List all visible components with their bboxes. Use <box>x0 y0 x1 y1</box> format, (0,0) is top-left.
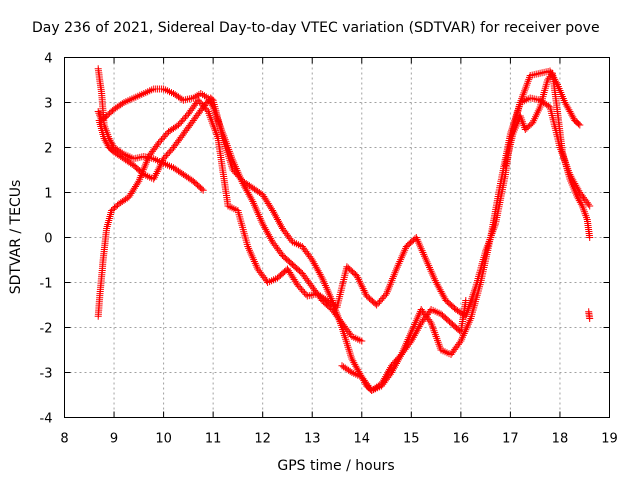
x-tick-label: 16 <box>453 432 470 447</box>
y-axis-title: SDTVAR / TECUs <box>8 180 24 295</box>
x-tick-label: 8 <box>60 432 68 447</box>
plot-frame <box>64 57 610 418</box>
y-tick-label: 3 <box>44 97 52 112</box>
y-tick-label: 1 <box>44 187 52 202</box>
chart-title: Day 236 of 2021, Sidereal Day-to-day VTE… <box>32 20 600 36</box>
y-tick-label: -1 <box>40 277 53 292</box>
x-tick-label: 17 <box>502 432 519 447</box>
x-tick-label: 9 <box>110 432 118 447</box>
series-track-f <box>502 69 594 241</box>
y-tick-label: 4 <box>44 52 52 67</box>
y-tick-label: 2 <box>44 142 52 157</box>
data-points <box>94 65 594 394</box>
marker-path <box>585 308 594 322</box>
x-axis-title: GPS time / hours <box>277 458 394 474</box>
x-tick-label: 18 <box>552 432 569 447</box>
x-tick-label: 13 <box>304 432 321 447</box>
marker-path <box>94 65 207 194</box>
x-tick-label: 14 <box>353 432 370 447</box>
y-tick-label: 0 <box>44 232 52 247</box>
x-tick-label: 11 <box>205 432 222 447</box>
x-tick-label: 15 <box>403 432 420 447</box>
x-tick-label: 12 <box>254 432 271 447</box>
series-track-b <box>94 65 207 194</box>
marker-path <box>502 69 594 241</box>
y-tick-label: -4 <box>40 412 53 427</box>
x-tick-label: 10 <box>155 432 172 447</box>
x-tick-label: 19 <box>601 432 618 447</box>
y-tick-label: -3 <box>40 367 53 382</box>
series-track-g <box>585 308 594 322</box>
y-tick-label: -2 <box>40 322 53 337</box>
